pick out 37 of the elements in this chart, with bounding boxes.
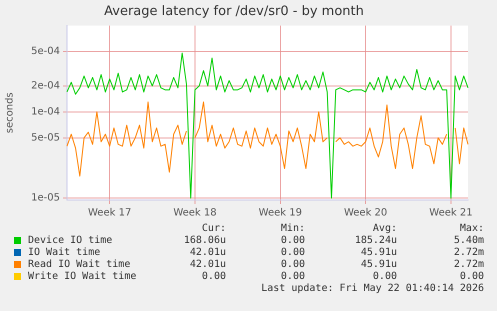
text: 42.01u: [190, 259, 226, 271]
text: Max:: [460, 223, 484, 235]
text: 0.00: [280, 271, 305, 283]
text: Min:: [280, 223, 305, 235]
text: 0.00: [460, 271, 484, 283]
y-tick-label: 5e-04: [31, 46, 60, 58]
text: 185.24u: [354, 235, 397, 247]
y-tick-label: 2e-04: [31, 80, 60, 92]
text: 2.72m: [454, 259, 484, 271]
legend-label: Read IO Wait time: [27, 259, 130, 271]
text: Cur:: [202, 223, 226, 235]
x-tick-label: Week 21: [429, 208, 473, 219]
text: Last update: Fri May 22 01:40:14 2026: [261, 283, 484, 295]
y-tick-label: 5e-05: [31, 132, 60, 144]
text: 45.91u: [360, 259, 397, 271]
legend-label: Write IO Wait time: [27, 271, 136, 283]
text: 0.00: [372, 271, 397, 283]
text: 0.00: [280, 235, 305, 247]
y-tick-label: 1e-05: [31, 192, 60, 204]
x-tick-label: Week 18: [173, 208, 217, 219]
x-tick-label: Week 19: [258, 208, 302, 219]
legend-label: Device IO time: [27, 235, 112, 247]
text: Avg:: [372, 223, 397, 235]
text: 5.40m: [454, 235, 484, 247]
y-tick-label: 1e-04: [31, 106, 60, 118]
legend-label: IO Wait time: [27, 247, 100, 259]
text: 42.01u: [190, 247, 226, 259]
text: 0.00: [202, 271, 226, 283]
text: 0.00: [280, 247, 305, 259]
y-axis-title: seconds: [4, 92, 16, 134]
text: 168.06u: [184, 235, 226, 247]
text: 0.00: [280, 259, 305, 271]
text: 2.72m: [454, 247, 484, 259]
x-tick-label: Week 17: [88, 208, 132, 219]
text: 45.91u: [360, 247, 397, 259]
x-tick-label: Week 20: [344, 208, 388, 219]
chart-title: Average latency for /dev/sr0 - by month: [104, 4, 364, 20]
